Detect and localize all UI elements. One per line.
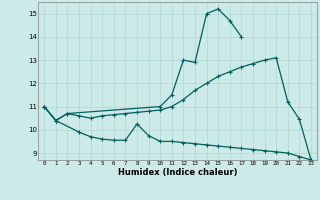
X-axis label: Humidex (Indice chaleur): Humidex (Indice chaleur) xyxy=(118,168,237,177)
